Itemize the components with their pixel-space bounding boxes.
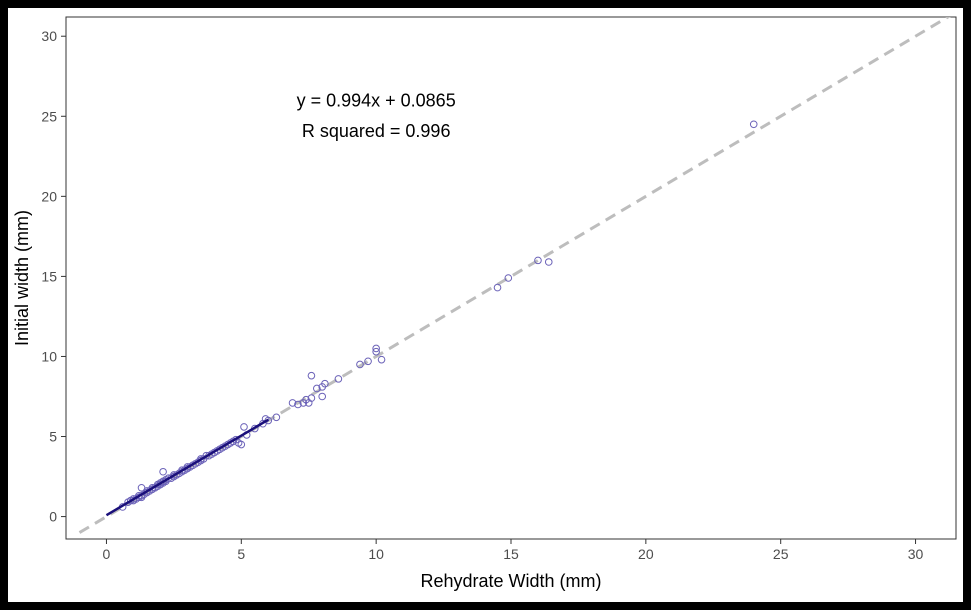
- data-point: [178, 466, 186, 474]
- data-point: [164, 474, 173, 482]
- data-point: [170, 471, 178, 479]
- y-axis-title: Initial width (mm): [12, 210, 32, 346]
- y-tick-label: 30: [41, 28, 57, 44]
- data-point: [307, 394, 316, 402]
- data-point: [504, 274, 513, 282]
- fit-line: [105, 418, 269, 517]
- y-tick-label: 10: [41, 348, 57, 364]
- chart-panel: 0 5 10 15 20 25 30 0 5 10 15 20 25 30 y = 0.994x + 0…: [8, 8, 963, 602]
- data-point: [493, 283, 502, 292]
- data-point: [234, 439, 243, 447]
- data-point: [137, 483, 146, 492]
- data-point: [288, 399, 297, 407]
- equation-annotation: y = 0.994x + 0.0865: [297, 91, 456, 111]
- data-point: [272, 413, 281, 422]
- data-point: [294, 400, 302, 409]
- data-point: [143, 487, 151, 495]
- data-point: [334, 375, 343, 383]
- data-point: [307, 371, 316, 380]
- data-point: [321, 379, 329, 388]
- x-tick-label: 10: [368, 546, 384, 562]
- data-point: [377, 355, 386, 364]
- y-tick-label: 5: [49, 429, 57, 445]
- scatter-chart: 0 5 10 15 20 25 30 0 5 10 15 20 25 30 y = 0.994x + 0…: [12, 16, 957, 591]
- data-point: [148, 483, 157, 492]
- x-tick-label: 20: [638, 546, 654, 562]
- y-tick-label: 15: [41, 268, 57, 284]
- data-point: [313, 384, 321, 393]
- data-point: [129, 495, 138, 503]
- x-tick-label: 15: [503, 546, 519, 562]
- data-points: [118, 120, 758, 511]
- data-point: [356, 360, 364, 369]
- r-squared-annotation: R squared = 0.996: [302, 121, 451, 141]
- y-tick-label: 20: [41, 188, 57, 204]
- data-point: [364, 357, 372, 366]
- x-tick-label: 25: [773, 546, 789, 562]
- data-point: [534, 256, 542, 265]
- x-tick-label: 0: [103, 546, 111, 562]
- y-tick-label: 0: [49, 509, 57, 525]
- y-axis: 0 5 10 15 20 25 30: [41, 28, 66, 525]
- data-point: [318, 392, 327, 401]
- x-axis: 0 5 10 15 20 25 30: [103, 539, 924, 562]
- x-tick-label: 5: [237, 546, 245, 562]
- y-tick-label: 25: [41, 108, 57, 124]
- data-point: [240, 423, 248, 431]
- data-point: [159, 467, 167, 476]
- data-point: [544, 258, 553, 266]
- x-axis-title: Rehydrate Width (mm): [420, 571, 601, 591]
- data-point: [749, 120, 758, 129]
- x-tick-label: 30: [908, 546, 924, 562]
- data-point: [372, 347, 380, 356]
- data-point: [372, 344, 380, 353]
